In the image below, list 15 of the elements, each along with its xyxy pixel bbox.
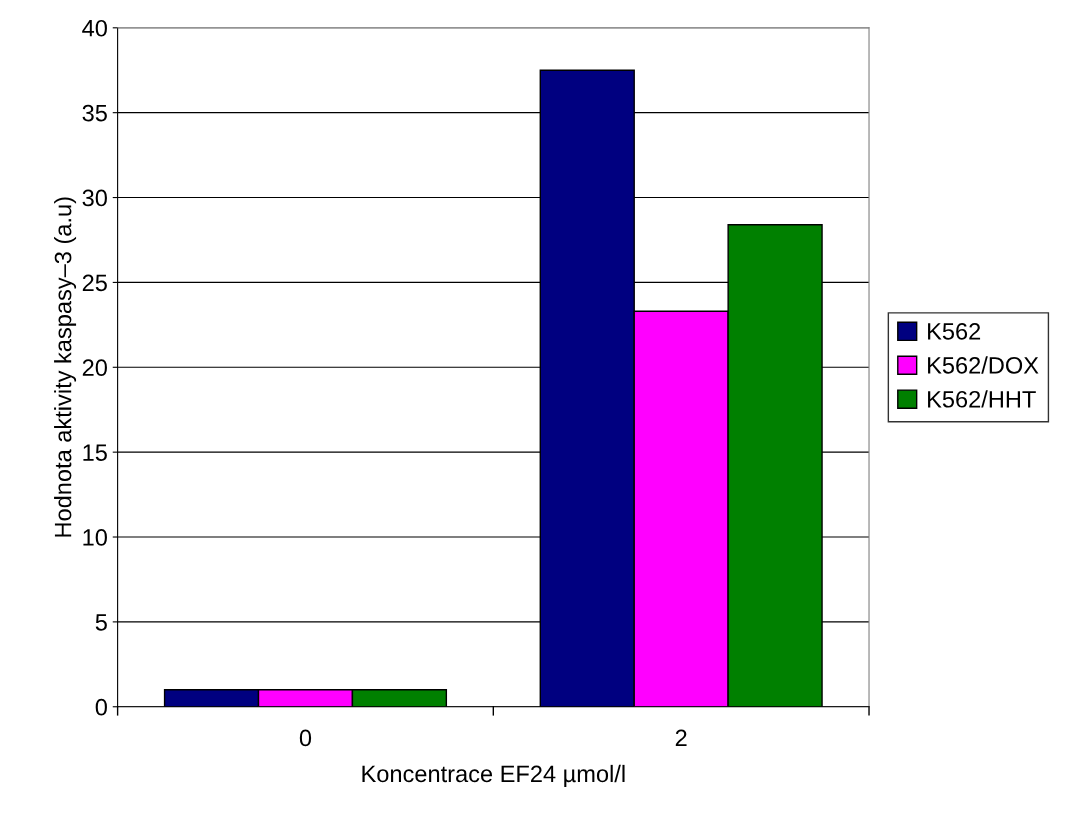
legend-label: K562/HHT [928,390,1036,408]
y-tick-label: 35 [82,104,107,122]
y-tick-label: 5 [95,614,107,631]
legend-label: K562/DOX [928,356,1039,374]
x-tick-label: 2 [675,729,687,747]
y-tick-label: 30 [82,189,107,207]
y-tick-label: 15 [83,444,107,461]
y-tick-label: 10 [83,529,107,546]
y-tick-label: 0 [95,698,107,716]
y-tick-label: 25 [82,274,107,292]
y-tick-label: 20 [82,359,107,377]
y-tick-label: 40 [82,19,107,37]
legend-label: K562 [928,323,981,340]
x-axis-title: Koncentrace EF24 µmol/l [362,764,625,787]
y-axis-title: Hodnota aktivity kaspasy–3 (a.u) [54,197,77,537]
